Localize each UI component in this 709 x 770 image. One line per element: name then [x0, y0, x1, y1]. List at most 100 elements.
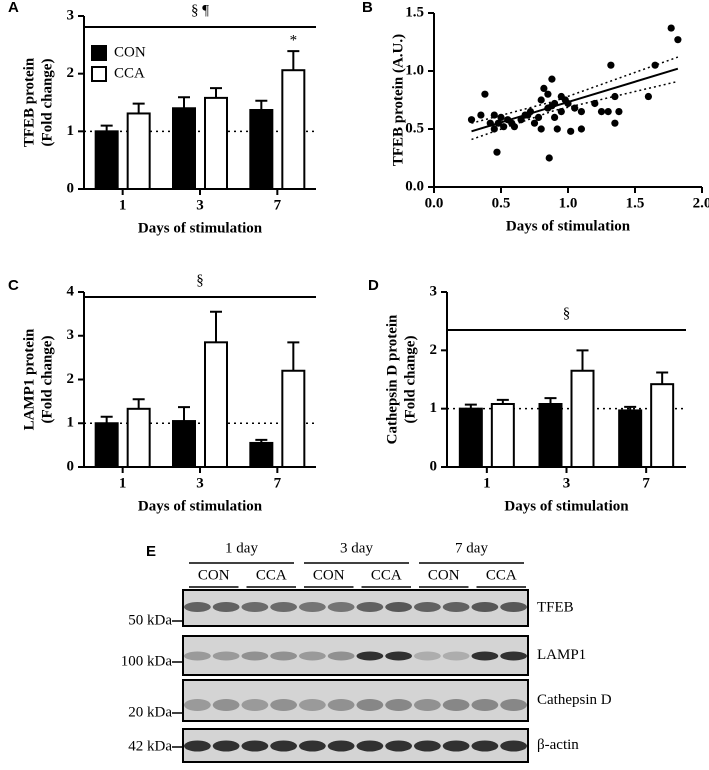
data-point — [667, 24, 675, 32]
data-point — [644, 92, 653, 101]
blot-band — [270, 699, 297, 711]
group-label: CCA — [486, 567, 517, 583]
bar — [94, 130, 119, 190]
error-bar — [100, 124, 113, 132]
y-axis-label: TFEB protein — [21, 57, 37, 147]
protein-label: β-actin — [537, 737, 579, 753]
y-tick-label: 1.0 — [405, 62, 424, 78]
y-tick-label: 0.0 — [405, 178, 424, 194]
data-point — [567, 127, 575, 135]
y-tick-label: 1.5 — [405, 4, 424, 20]
blot-band — [385, 651, 412, 661]
data-point — [490, 125, 498, 133]
y-tick-label: 4 — [67, 283, 75, 299]
data-point — [537, 96, 545, 104]
day-label: 3 day — [340, 540, 373, 556]
blot-band — [442, 651, 470, 661]
x-axis-label: Days of stimulation — [504, 498, 629, 514]
error-bar — [496, 398, 509, 404]
data-point — [481, 90, 489, 98]
blot-band — [212, 699, 240, 711]
data-point — [500, 123, 508, 131]
error-bar — [255, 99, 268, 110]
data-point — [597, 108, 606, 116]
data-point — [497, 113, 505, 121]
panel-label: D — [368, 277, 379, 294]
blot-band — [414, 651, 441, 661]
blot-band — [414, 740, 441, 752]
data-point — [540, 84, 548, 92]
error-bar — [210, 87, 222, 98]
bar — [650, 383, 675, 468]
data-point — [571, 104, 579, 112]
bar — [172, 420, 196, 468]
data-point — [611, 92, 619, 101]
significance-label: § ¶ — [191, 2, 209, 18]
x-tick-label: 0.5 — [492, 195, 511, 211]
data-point — [517, 116, 525, 124]
blot-strip — [182, 728, 529, 763]
group-label: CON — [313, 567, 345, 583]
bar — [249, 108, 274, 190]
blot-band — [385, 602, 412, 612]
blot-band — [241, 740, 269, 752]
y-tick-label: 0 — [430, 458, 438, 474]
y-tick-label: 0.5 — [405, 120, 424, 136]
data-point — [534, 113, 543, 121]
blot-band — [299, 740, 326, 752]
error-bar — [100, 415, 113, 424]
blot-band — [241, 699, 269, 711]
data-point — [564, 99, 572, 108]
blot-strip — [182, 589, 529, 627]
bar — [281, 369, 306, 468]
panel-label: B — [362, 0, 373, 16]
data-point — [530, 119, 539, 127]
legend-label: CON — [114, 44, 146, 60]
blot-band — [212, 602, 240, 612]
blot-band — [212, 740, 240, 752]
error-bar — [255, 438, 268, 443]
bar — [249, 441, 274, 468]
bar — [126, 112, 151, 190]
x-tick-label: 0.0 — [425, 195, 444, 211]
blot-band — [356, 602, 384, 612]
blot-band — [442, 602, 470, 612]
data-point — [537, 125, 545, 133]
data-point — [494, 119, 502, 127]
legend-label: CCA — [114, 65, 145, 81]
blot-band — [299, 602, 326, 612]
y-tick-label: 1 — [430, 400, 438, 416]
legend-swatch — [91, 45, 107, 61]
y-axis-label: LAMP1 protein — [21, 328, 37, 430]
bar — [204, 341, 228, 468]
y-tick-label: 1 — [67, 123, 75, 139]
x-tick-label: 1 — [119, 197, 127, 213]
y-tick-label: 3 — [67, 7, 75, 23]
bar — [281, 69, 306, 190]
blot-band — [270, 740, 297, 752]
error-bar — [656, 371, 669, 385]
data-point — [577, 125, 586, 133]
x-tick-label: 7 — [274, 475, 282, 491]
group-label: CCA — [256, 567, 287, 583]
bar — [618, 409, 643, 468]
x-tick-label: 1.5 — [626, 195, 645, 211]
data-point — [674, 36, 682, 44]
blot-band — [500, 651, 527, 661]
group-label: CCA — [371, 567, 402, 583]
data-point — [577, 108, 586, 116]
error-bar — [178, 406, 190, 422]
data-point — [526, 108, 535, 116]
y-axis-label: (Fold change) — [402, 336, 418, 424]
blot-band — [299, 699, 326, 711]
blot-band — [385, 740, 412, 752]
legend-swatch — [91, 66, 107, 82]
blot-band — [356, 699, 384, 711]
bar — [94, 422, 119, 468]
blot-band — [385, 699, 412, 711]
blot-band — [270, 651, 297, 661]
data-point — [553, 125, 561, 133]
blot-band — [471, 602, 499, 612]
data-point — [477, 111, 485, 119]
